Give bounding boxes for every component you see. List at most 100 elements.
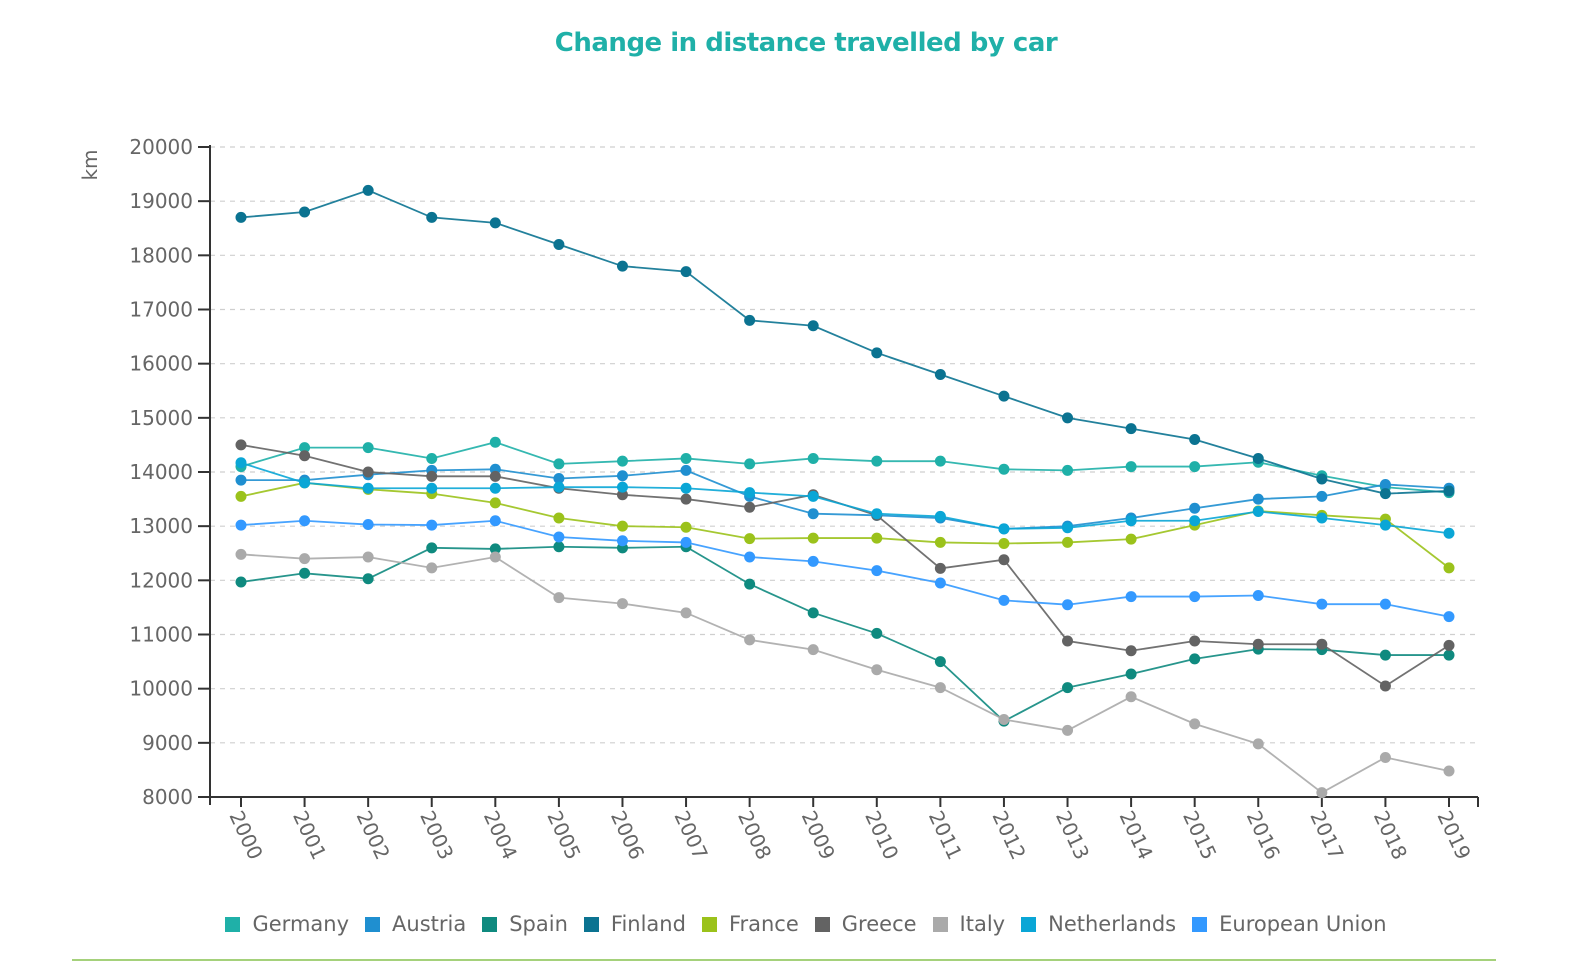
data-point[interactable] <box>680 464 692 476</box>
data-point[interactable] <box>299 515 311 527</box>
data-point[interactable] <box>1189 635 1201 647</box>
data-point[interactable] <box>744 634 756 646</box>
data-point[interactable] <box>680 536 692 548</box>
data-point[interactable] <box>1125 423 1137 435</box>
data-point[interactable] <box>489 217 501 229</box>
data-point[interactable] <box>1062 412 1074 424</box>
data-point[interactable] <box>362 551 374 563</box>
legend-item-spain[interactable]: Spain <box>482 912 568 936</box>
data-point[interactable] <box>1316 490 1328 502</box>
data-point[interactable] <box>1379 488 1391 500</box>
data-point[interactable] <box>426 519 438 531</box>
data-point[interactable] <box>299 442 311 454</box>
data-point[interactable] <box>489 470 501 482</box>
data-point[interactable] <box>235 439 247 451</box>
data-point[interactable] <box>934 369 946 380</box>
data-point[interactable] <box>934 577 946 589</box>
data-point[interactable] <box>1062 599 1074 611</box>
data-point[interactable] <box>934 656 946 668</box>
legend-item-european-union[interactable]: European Union <box>1192 912 1387 936</box>
data-point[interactable] <box>1189 718 1201 730</box>
data-point[interactable] <box>426 211 438 223</box>
data-point[interactable] <box>1189 591 1201 603</box>
data-point[interactable] <box>807 508 819 520</box>
data-point[interactable] <box>1189 461 1201 473</box>
data-point[interactable] <box>1125 691 1137 703</box>
legend-item-netherlands[interactable]: Netherlands <box>1021 912 1176 936</box>
data-point[interactable] <box>616 481 628 493</box>
data-point[interactable] <box>744 501 756 513</box>
data-point[interactable] <box>235 490 247 502</box>
data-point[interactable] <box>807 320 819 332</box>
data-point[interactable] <box>1062 724 1074 736</box>
data-point[interactable] <box>489 551 501 563</box>
data-point[interactable] <box>426 482 438 494</box>
data-point[interactable] <box>489 482 501 494</box>
data-point[interactable] <box>807 532 819 544</box>
data-point[interactable] <box>871 664 883 676</box>
data-point[interactable] <box>1125 645 1137 657</box>
data-point[interactable] <box>235 457 247 469</box>
data-point[interactable] <box>235 474 247 486</box>
data-point[interactable] <box>807 490 819 502</box>
data-point[interactable] <box>871 508 883 520</box>
data-point[interactable] <box>1443 611 1455 623</box>
data-point[interactable] <box>1062 464 1074 476</box>
data-point[interactable] <box>553 473 565 484</box>
data-point[interactable] <box>998 390 1010 402</box>
data-point[interactable] <box>362 573 374 585</box>
data-point[interactable] <box>235 519 247 531</box>
data-point[interactable] <box>807 644 819 656</box>
data-point[interactable] <box>299 477 311 489</box>
data-point[interactable] <box>616 489 628 501</box>
legend-item-austria[interactable]: Austria <box>365 912 466 936</box>
data-point[interactable] <box>1443 485 1455 497</box>
data-point[interactable] <box>744 314 756 326</box>
data-point[interactable] <box>489 497 501 509</box>
data-point[interactable] <box>553 458 565 470</box>
data-point[interactable] <box>1189 434 1201 445</box>
data-point[interactable] <box>426 470 438 482</box>
data-point[interactable] <box>807 555 819 567</box>
data-point[interactable] <box>1316 473 1328 485</box>
data-point[interactable] <box>871 565 883 577</box>
data-point[interactable] <box>1379 649 1391 661</box>
data-point[interactable] <box>1189 515 1201 527</box>
data-point[interactable] <box>744 578 756 590</box>
data-point[interactable] <box>616 598 628 610</box>
data-point[interactable] <box>680 482 692 494</box>
data-point[interactable] <box>998 594 1010 606</box>
data-point[interactable] <box>616 455 628 467</box>
data-point[interactable] <box>871 455 883 467</box>
data-point[interactable] <box>426 542 438 554</box>
legend-item-finland[interactable]: Finland <box>583 912 686 936</box>
data-point[interactable] <box>1062 635 1074 647</box>
data-point[interactable] <box>1443 527 1455 539</box>
data-point[interactable] <box>934 536 946 548</box>
data-point[interactable] <box>489 543 501 555</box>
data-point[interactable] <box>235 576 247 588</box>
data-point[interactable] <box>235 211 247 223</box>
data-point[interactable] <box>616 520 628 532</box>
data-point[interactable] <box>362 184 374 196</box>
data-point[interactable] <box>934 510 946 522</box>
data-point[interactable] <box>1252 738 1264 750</box>
data-point[interactable] <box>1125 591 1137 603</box>
data-point[interactable] <box>299 450 311 462</box>
data-point[interactable] <box>1443 765 1455 777</box>
data-point[interactable] <box>235 548 247 560</box>
data-point[interactable] <box>680 493 692 505</box>
data-point[interactable] <box>1443 649 1455 661</box>
data-point[interactable] <box>1125 668 1137 680</box>
data-point[interactable] <box>744 551 756 563</box>
data-point[interactable] <box>362 466 374 478</box>
data-point[interactable] <box>1062 536 1074 548</box>
data-point[interactable] <box>1189 653 1201 665</box>
data-point[interactable] <box>1379 478 1391 490</box>
data-point[interactable] <box>1252 493 1264 505</box>
data-point[interactable] <box>489 436 501 448</box>
legend-item-france[interactable]: France <box>701 912 799 936</box>
legend-item-italy[interactable]: Italy <box>932 912 1005 936</box>
data-point[interactable] <box>1316 787 1328 799</box>
data-point[interactable] <box>744 533 756 545</box>
